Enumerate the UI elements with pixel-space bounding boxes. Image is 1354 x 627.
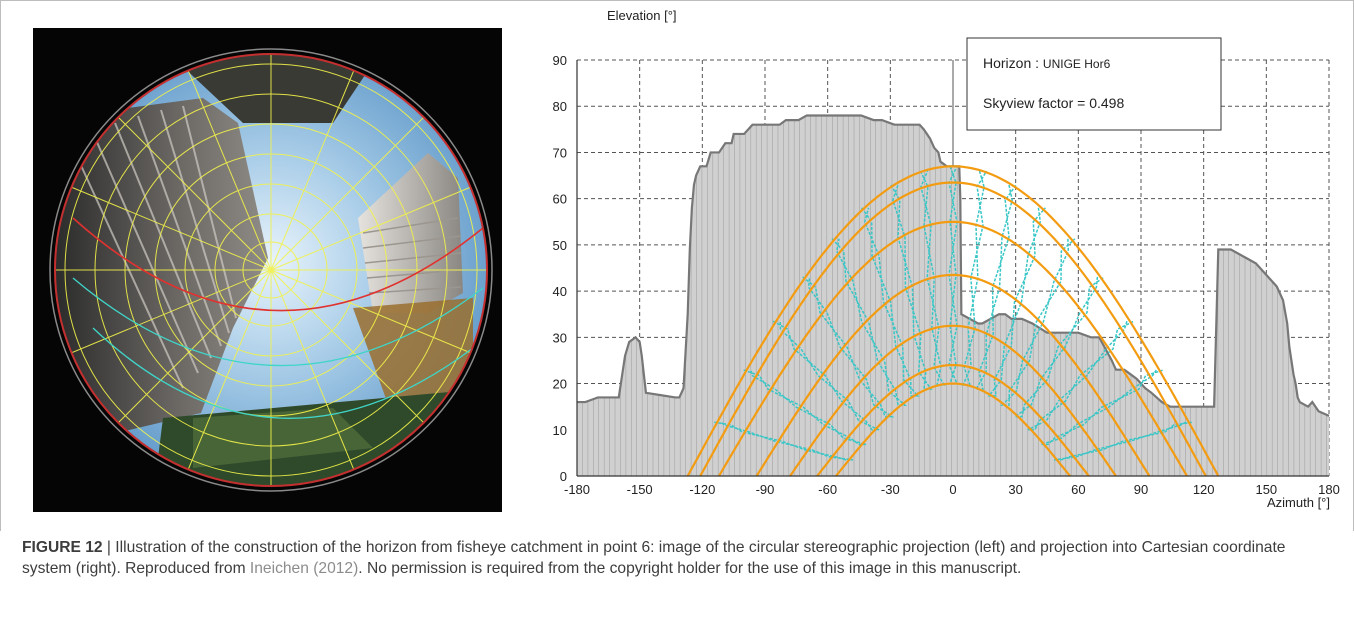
x-tick-label: 90: [1134, 482, 1148, 497]
x-tick-label: 150: [1255, 482, 1277, 497]
y-tick-label: 60: [553, 192, 567, 207]
sun-path: [718, 220, 1188, 477]
fisheye-photo: [33, 28, 502, 512]
y-tick-label: 90: [553, 53, 567, 68]
x-tick-label: -150: [627, 482, 653, 497]
y-axis-label: Elevation [°]: [607, 8, 677, 23]
annotation-horizon-prefix: Horizon :: [983, 55, 1043, 71]
analemma-hour--75: [802, 276, 895, 418]
x-tick-label: -120: [689, 482, 715, 497]
caption-text-1: | Illustration of the construction of th…: [22, 539, 1286, 577]
y-tick-label: 30: [553, 330, 567, 345]
x-tick-label: 0: [949, 482, 956, 497]
y-tick-label: 0: [560, 469, 567, 484]
x-tick-label: -60: [818, 482, 837, 497]
sun-path: [835, 382, 1071, 477]
sun-path-series: [686, 165, 1220, 477]
x-tick-label: -90: [756, 482, 775, 497]
sun-path: [755, 273, 1151, 477]
sun-path: [686, 165, 1220, 477]
sun-path: [789, 324, 1117, 477]
analemma-hour-0: [948, 165, 959, 385]
tick-labels: -180 -150 -120 -90 -60 -30 0 30 60 90 120 150 180 0 10…: [553, 53, 1340, 497]
x-tick-label: 60: [1071, 482, 1085, 497]
x-tick-label: -180: [564, 482, 590, 497]
x-tick-label: 30: [1008, 482, 1022, 497]
horizon-chart: -180 -150 -120 -90 -60 -30 0 30 60 90 120 150 180 0 10…: [520, 0, 1354, 530]
x-axis-label: Azimuth [°]: [1267, 495, 1330, 510]
horizon-chart-svg: -180 -150 -120 -90 -60 -30 0 30 60 90 120 150 180 0 10…: [553, 8, 1340, 510]
y-tick-label: 20: [553, 377, 567, 392]
chart-axes: [576, 60, 1329, 477]
y-tick-label: 10: [553, 423, 567, 438]
annotation-box: Horizon : UNIGE Hor6 Skyview factor = 0.…: [966, 37, 1222, 131]
y-tick-label: 70: [553, 145, 567, 160]
annotation-horizon-line: Horizon : UNIGE Hor6: [983, 55, 1111, 71]
figure-caption: FIGURE 12 | Illustration of the construc…: [22, 538, 1332, 579]
y-tick-label: 80: [553, 99, 567, 114]
y-tick-label: 50: [553, 238, 567, 253]
annotation-skyview-factor: Skyview factor = 0.498: [983, 95, 1124, 111]
caption-text-2: . No permission is required from the cop…: [358, 559, 1022, 577]
x-tick-label: -30: [881, 482, 900, 497]
sun-path: [699, 181, 1207, 477]
caption-citation-link[interactable]: Ineichen (2012): [249, 559, 359, 577]
x-tick-label: 180: [1318, 482, 1340, 497]
sun-path: [816, 364, 1090, 477]
analemma-hour--45: [860, 207, 920, 397]
caption-label: FIGURE 12: [22, 539, 103, 556]
x-tick-label: 120: [1193, 482, 1215, 497]
y-tick-label: 40: [553, 284, 567, 299]
annotation-horizon-name: UNIGE Hor6: [1043, 57, 1111, 71]
